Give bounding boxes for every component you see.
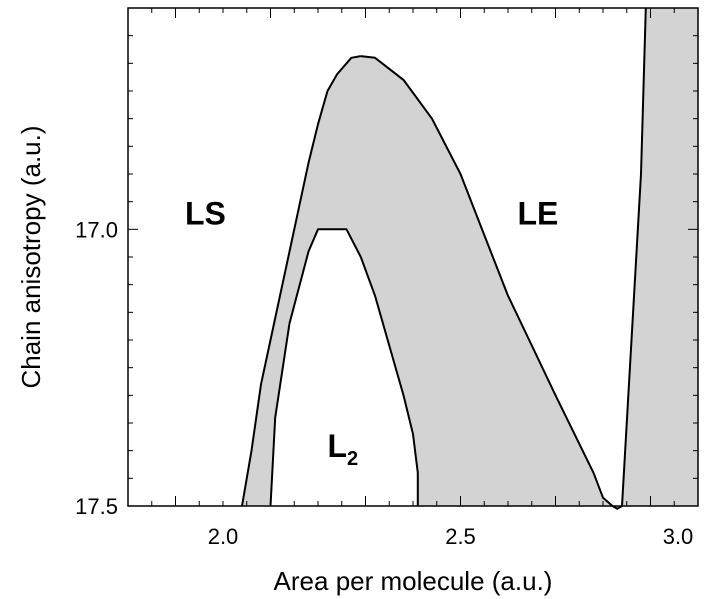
y-tick-label: 17.0 [75,217,118,242]
y-axis-title: Chain anisotropy (a.u.) [16,125,46,388]
y-tick-label: 17.5 [75,494,118,519]
boundary-inner-left [269,228,362,507]
region-label-le: LE [518,196,559,232]
boundary-outer-right [360,7,647,510]
boundary-outer-left [241,55,361,507]
boundary-inner-right [359,256,419,506]
x-tick-label: 3.0 [663,524,694,549]
region-label-ls: LS [185,196,226,232]
l2-region [270,229,418,507]
x-tick-label: 2.0 [208,524,239,549]
x-tick-label: 2.5 [445,524,476,549]
x-axis-title: Area per molecule (a.u.) [274,566,553,596]
